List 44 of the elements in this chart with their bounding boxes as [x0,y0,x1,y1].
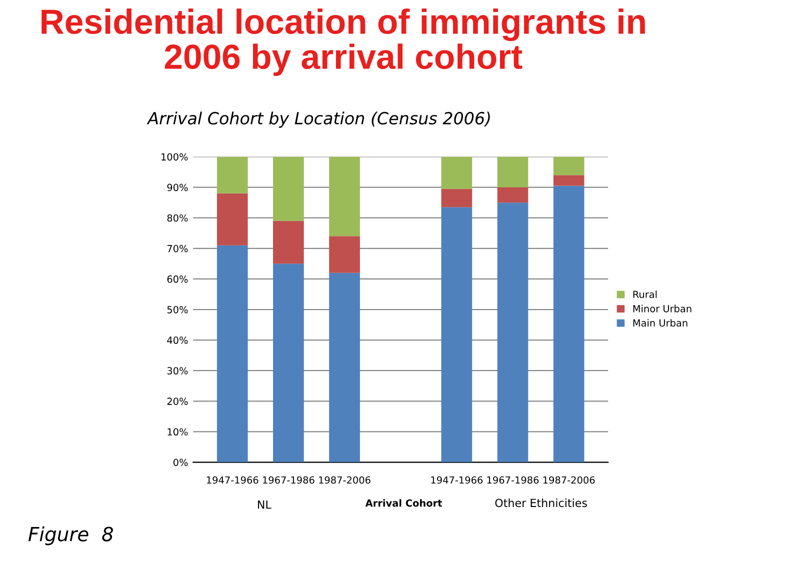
bar [553,186,584,462]
bar [216,245,248,462]
y-tick-label: 70% [167,244,188,252]
bar [273,264,304,462]
x-tick-label: 1987-2006 [543,476,595,484]
text: Other Ethnicities [495,498,587,508]
bar [441,156,472,189]
chart-title: Residential location of immigrants in 2006 by arrival cohort [42,8,645,76]
x-tick-label: 1947-1966 [431,476,483,484]
chart-subtitle: Arrival Cohort by Location (Census 2006) [146,112,490,128]
y-tick-label: 10% [168,428,188,436]
bar [329,272,360,462]
bar [273,156,304,221]
bar [497,202,528,462]
x-tick-label: 1947-1966 [206,476,258,484]
bar [273,220,304,264]
bar [553,156,584,176]
y-tick-label: 100% [162,153,188,161]
y-tick-label: 30% [167,367,188,374]
bar [216,193,248,246]
bar [553,175,584,186]
bar [329,236,360,273]
y-tick-label: 60% [167,275,188,283]
y-tick-label: 90% [167,184,188,192]
x-tick-label: 1987-2006 [319,476,370,484]
x-axis-title: Arrival Cohort [365,499,442,507]
y-tick-label: 40% [167,336,188,344]
bar [497,187,528,203]
x-tick-label: 1967-1986 [487,476,539,484]
x-tick-label: 1967-1986 [263,476,314,484]
bar [441,188,472,208]
legend-label: Minor Urban [633,304,692,312]
bar [497,156,528,188]
legend-label: Rural [633,290,657,298]
y-tick-label: 20% [167,398,188,405]
caption: Figure 8 [28,526,114,546]
bar [329,156,360,236]
bar [216,156,248,194]
y-tick-label: 50% [167,306,188,314]
legend-label: Main Urban [633,319,688,327]
y-tick-label: 0% [173,458,188,466]
bar [441,207,472,462]
y-tick-label: 80% [167,214,188,222]
text: NL [258,500,272,509]
